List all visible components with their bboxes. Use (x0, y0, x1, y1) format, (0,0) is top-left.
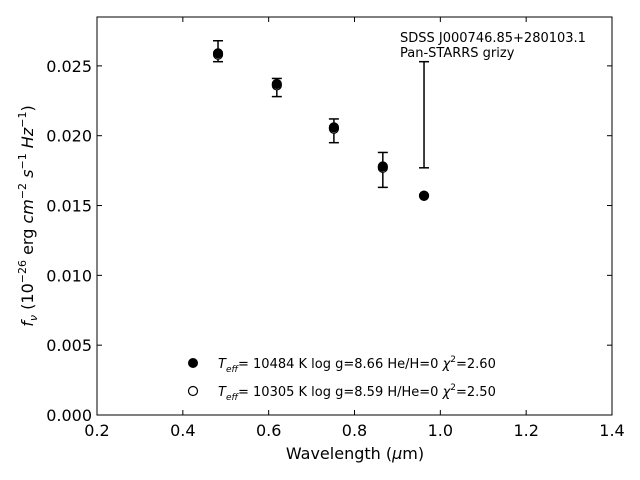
x-tick-label: 0.6 (256, 421, 281, 440)
x-tick-label: 1.4 (599, 421, 624, 440)
y-tick-label: 0.005 (46, 336, 92, 355)
y-tick-label: 0.000 (46, 406, 92, 425)
legend: Teff= 10484 K log g=8.66 He/H=0 χ2=2.60 … (187, 355, 496, 403)
axis-ticks: 0.2 0.4 0.6 0.8 1.0 1.2 1.4 0.000 0.005 0.010 0.01… (46, 17, 625, 440)
x-tick-label: 0.2 (84, 421, 109, 440)
legend-entry-1: Teff= 10484 K log g=8.66 He/H=0 χ2=2.60 (218, 355, 496, 375)
data-point-filled (328, 122, 339, 133)
x-axis-label: Wavelength (μm) (286, 444, 424, 463)
y-tick-label: 0.020 (46, 127, 92, 146)
annotation-line-1: SDSS J000746.85+280103.1 (400, 31, 586, 46)
data-point-filled (212, 48, 224, 59)
data-point-filled (377, 161, 388, 172)
x-tick-label: 0.8 (342, 421, 367, 440)
y-tick-label: 0.010 (46, 266, 92, 285)
legend-marker-filled (188, 358, 198, 368)
x-tick-label: 0.4 (170, 421, 195, 440)
annotation-line-2: Pan-STARRS grizy (400, 46, 515, 61)
y-tick-label: 0.015 (46, 197, 92, 216)
y-axis-label: fν (10−26 erg cm−2 s−1 Hz−1) (16, 105, 40, 326)
data-point-filled (418, 190, 430, 201)
legend-marker-open (187, 385, 199, 397)
legend-entry-2: Teff= 10305 K log g=8.59 H/He=0 χ2=2.50 (218, 383, 496, 403)
y-tick-label: 0.025 (46, 57, 92, 76)
error-bar (419, 60, 430, 169)
plot-frame (96, 16, 613, 416)
chart-marks (212, 39, 430, 201)
x-tick-label: 1.2 (513, 421, 538, 440)
data-point-filled (271, 78, 282, 90)
x-tick-label: 1.0 (428, 421, 453, 440)
